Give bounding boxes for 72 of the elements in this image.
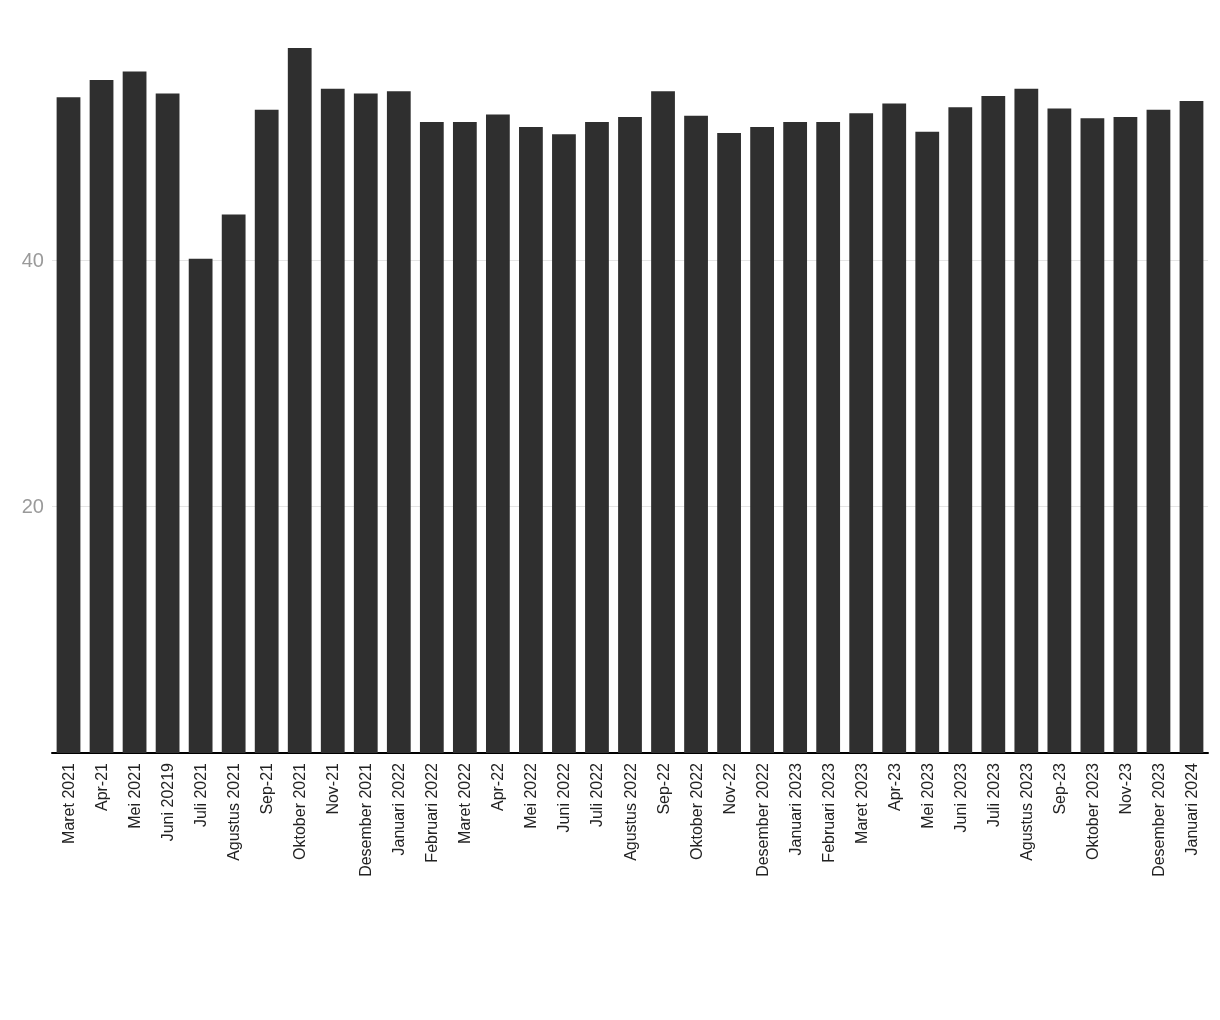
x-tick-label: Agustus 2021 — [225, 762, 243, 861]
bar — [254, 109, 279, 753]
bar — [1080, 118, 1105, 753]
bar — [1014, 88, 1039, 753]
bar — [1113, 117, 1138, 753]
bar — [849, 113, 874, 753]
x-tick-label: Maret 2022 — [456, 762, 474, 844]
x-tick-label: Juli 2023 — [984, 762, 1002, 828]
x-tick-label: Agustus 2023 — [1017, 762, 1035, 861]
bar — [1047, 108, 1072, 753]
bar — [651, 91, 675, 753]
bar — [188, 258, 213, 753]
x-tick-label: Desember 2022 — [753, 762, 771, 877]
bar — [89, 80, 114, 753]
x-tick-label: Desember 2021 — [357, 762, 375, 877]
bar — [552, 134, 576, 753]
bar — [618, 117, 642, 753]
x-tick-label: Apr-22 — [489, 762, 507, 812]
bar — [585, 121, 609, 753]
x-tick-label: Maret 2021 — [60, 762, 78, 844]
bar — [320, 88, 345, 753]
x-tick-label: Sep-22 — [654, 762, 672, 815]
bar — [155, 93, 180, 753]
bar — [221, 214, 246, 753]
x-tick-label: Apr-21 — [93, 762, 111, 812]
bar — [122, 71, 147, 753]
bar — [915, 131, 940, 753]
x-tick-label: Nov-21 — [324, 762, 342, 815]
bar — [353, 93, 378, 753]
x-tick-label: Juni 2022 — [555, 762, 573, 833]
x-tick-label: Juli 2021 — [192, 762, 210, 828]
bar — [287, 48, 312, 753]
bar — [486, 114, 510, 753]
x-tick-label: Februari 2022 — [423, 762, 441, 863]
bar — [419, 121, 444, 753]
bar — [750, 126, 774, 753]
x-tick-label: Sep-21 — [258, 762, 276, 815]
bar — [783, 121, 808, 753]
x-tick-label: Desember 2023 — [1149, 762, 1167, 877]
bar — [56, 97, 81, 753]
y-tick-label: 40 — [21, 248, 44, 271]
x-tick-label: Februari 2023 — [819, 762, 837, 863]
x-tick-label: Januari 2024 — [1182, 762, 1200, 856]
x-tick-label: Mei 2022 — [522, 762, 540, 829]
x-tick-label: Nov-23 — [1116, 762, 1134, 815]
bar — [882, 103, 907, 753]
y-tick-label: 20 — [21, 495, 44, 518]
bar — [981, 96, 1006, 753]
x-tick-label: Oktober 2023 — [1083, 762, 1101, 860]
bar — [386, 91, 411, 753]
bar — [1179, 101, 1204, 753]
bar — [452, 121, 477, 753]
x-tick-label: Mei 2023 — [918, 762, 936, 829]
bar — [948, 107, 973, 753]
bar — [717, 133, 741, 753]
x-tick-label: Januari 2023 — [786, 762, 804, 856]
x-tick-label: Mei 2021 — [126, 762, 144, 829]
x-tick-label: Apr-23 — [885, 762, 903, 812]
x-tick-label: Januari 2022 — [390, 762, 408, 856]
x-tick-label: Juli 2022 — [588, 762, 606, 828]
x-tick-label: Juni 20219 — [159, 762, 177, 842]
x-tick-label: Oktober 2022 — [687, 762, 705, 860]
x-tick-label: Oktober 2021 — [291, 762, 309, 860]
bar — [519, 126, 543, 753]
x-tick-label: Maret 2023 — [852, 762, 870, 844]
x-tick-label: Nov-22 — [720, 762, 738, 815]
bar — [816, 121, 841, 753]
bar — [684, 115, 708, 753]
x-tick-label: Juni 2023 — [951, 762, 969, 833]
bar — [1146, 109, 1171, 753]
x-tick-label: Agustus 2022 — [621, 762, 639, 861]
x-tick-label: Sep-23 — [1050, 762, 1068, 815]
